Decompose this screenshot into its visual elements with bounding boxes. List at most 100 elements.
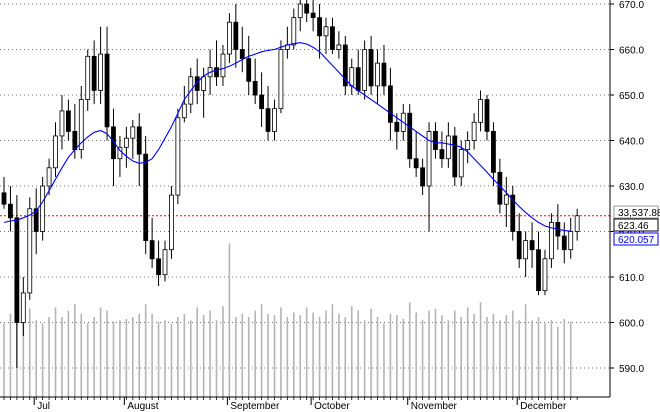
price-candles xyxy=(1,0,580,368)
candle-body-up xyxy=(175,117,181,196)
candle xyxy=(252,58,258,105)
candle xyxy=(349,58,355,95)
candle-body-down xyxy=(214,67,219,78)
candle xyxy=(510,186,516,241)
candle xyxy=(226,13,232,64)
candle-body-down xyxy=(368,49,374,87)
candle-body-up xyxy=(574,215,580,232)
candle-body-up xyxy=(98,53,103,91)
price-tags: 33,537.88 623.46 620.057 xyxy=(613,205,660,246)
candle-body-down xyxy=(439,149,445,160)
candle xyxy=(387,67,393,141)
candle-body-up xyxy=(78,99,84,151)
candle xyxy=(568,217,574,259)
candle xyxy=(214,40,219,86)
candle-body-up xyxy=(226,21,232,55)
candle-body-up xyxy=(27,208,33,294)
candle-body-down xyxy=(252,80,258,96)
candle xyxy=(265,85,271,141)
candle xyxy=(439,131,445,168)
candle xyxy=(27,197,33,300)
candle-body-up xyxy=(465,140,471,150)
candle-body-up xyxy=(349,67,355,87)
candle-body-down xyxy=(111,126,116,160)
candle xyxy=(465,131,471,164)
candle-body-down xyxy=(8,203,13,219)
y-axis-labels: 590.0600.0610.0620.0630.0640.0650.0660.0… xyxy=(619,0,644,375)
candle-body-down xyxy=(491,130,496,173)
candle xyxy=(529,222,535,268)
candle xyxy=(123,126,129,168)
candle-body-up xyxy=(375,62,380,87)
candle xyxy=(14,195,20,368)
candle xyxy=(111,108,116,186)
candle xyxy=(542,249,548,296)
y-tick-label-600: 600.0 xyxy=(619,319,644,330)
candle xyxy=(491,122,496,186)
candle-body-up xyxy=(20,292,26,323)
candle xyxy=(478,90,483,132)
candle-body-down xyxy=(149,240,155,260)
x-tick-label-october: October xyxy=(314,401,350,412)
y-tick-label-610: 610.0 xyxy=(619,273,644,284)
candle xyxy=(259,72,265,127)
candle xyxy=(20,277,26,337)
candle-body-up xyxy=(46,167,52,187)
candle xyxy=(433,122,438,159)
candle-body-down xyxy=(484,99,490,132)
candle xyxy=(175,108,181,205)
candle xyxy=(143,135,149,255)
candle-body-up xyxy=(201,76,207,91)
candle-body-up xyxy=(169,194,174,251)
candle xyxy=(445,122,451,168)
candle xyxy=(330,17,335,55)
candle xyxy=(104,26,110,141)
candle-body-up xyxy=(426,130,432,187)
candle-body-up xyxy=(85,55,91,100)
candle-body-down xyxy=(259,94,265,110)
candle xyxy=(458,140,464,186)
candle-body-down xyxy=(420,167,426,187)
candle xyxy=(194,58,200,105)
candle xyxy=(336,31,342,59)
x-tick-label-august: August xyxy=(127,401,158,412)
candle xyxy=(452,126,458,186)
candle-body-up xyxy=(503,194,509,205)
candle xyxy=(516,213,522,268)
candle-body-down xyxy=(355,67,361,91)
candle-body-down xyxy=(407,112,413,160)
candle-body-down xyxy=(1,192,7,205)
price-tag-box xyxy=(613,218,659,232)
candle-body-up xyxy=(130,126,136,139)
y-tick-label-660: 660.0 xyxy=(619,46,644,57)
candle xyxy=(78,85,84,159)
candle-body-up xyxy=(278,49,284,110)
candle xyxy=(33,188,39,255)
candle-body-down xyxy=(497,171,503,205)
candle-body-down xyxy=(342,44,348,87)
candle xyxy=(40,176,46,241)
candle xyxy=(162,240,168,282)
candle-body-up xyxy=(272,108,277,132)
candle-body-down xyxy=(433,130,438,150)
x-tick-label-september: September xyxy=(230,401,280,412)
candle xyxy=(169,186,174,259)
candle-body-down xyxy=(330,26,335,50)
candle-body-up xyxy=(478,99,483,123)
candle xyxy=(66,99,71,141)
candle-body-down xyxy=(536,249,541,292)
candle xyxy=(246,35,252,95)
candle xyxy=(117,135,123,177)
moving-average-line xyxy=(3,42,571,232)
candle xyxy=(239,26,245,73)
candle xyxy=(136,113,142,186)
price-tag-text: 620.057 xyxy=(618,235,655,246)
candle-body-down xyxy=(194,76,200,91)
candle xyxy=(561,222,567,264)
candle xyxy=(503,176,509,227)
y-tick-label-630: 630.0 xyxy=(619,182,644,193)
price-tag-moving-average: 620.057 xyxy=(613,232,659,246)
y-tick-label-670: 670.0 xyxy=(619,0,644,11)
price-tag-text: 623.46 xyxy=(618,221,649,232)
